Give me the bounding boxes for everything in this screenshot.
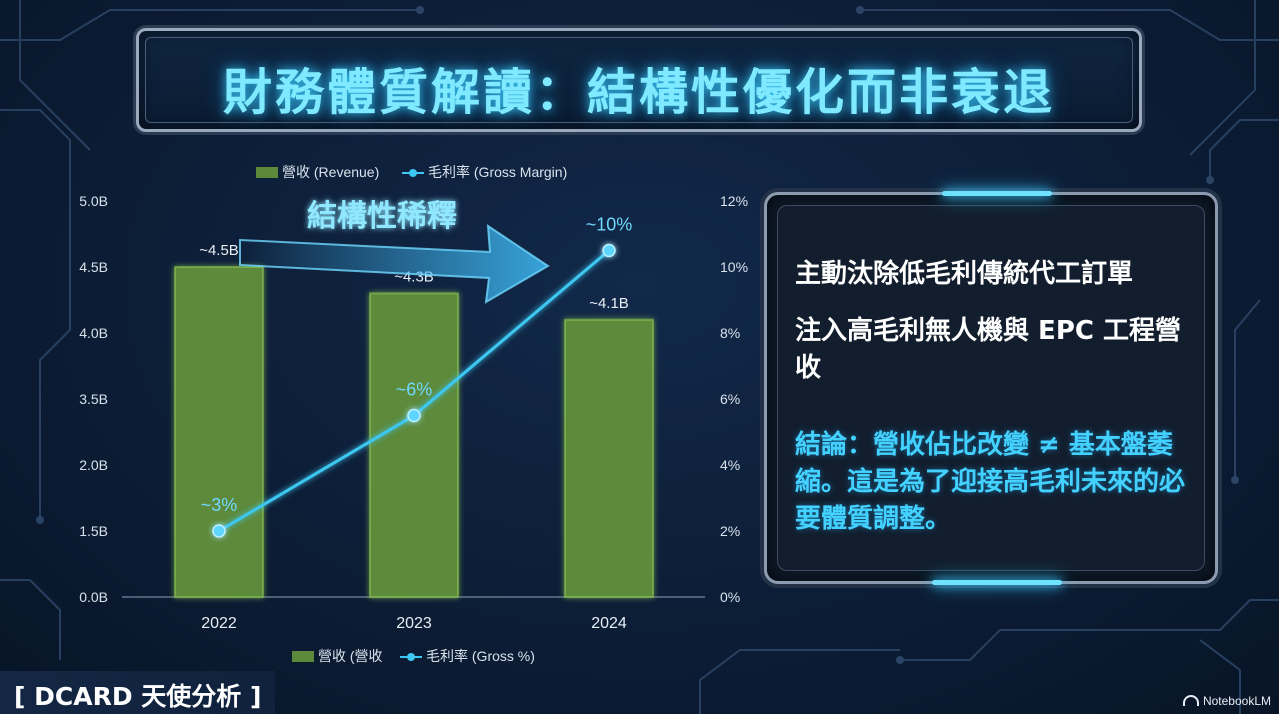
right-tick-label: 10% xyxy=(720,259,748,275)
right-tick-label: 2% xyxy=(720,523,740,539)
legend-bar-swatch xyxy=(256,167,278,178)
legend-bar-label: 營收 (營收 xyxy=(318,648,383,664)
gross-margin-label: ~3% xyxy=(201,495,238,515)
legend-line-marker xyxy=(409,169,417,177)
notebooklm-icon xyxy=(1182,695,1199,706)
left-tick-label: 4.5B xyxy=(79,259,108,275)
left-tick-label: 0.0B xyxy=(79,589,108,605)
gross-margin-label: ~6% xyxy=(396,380,433,400)
point-remove-low-margin: 主動汰除低毛利傳統代工訂單 xyxy=(795,259,1134,289)
left-tick-label: 3.5B xyxy=(79,391,108,407)
legend-line-label: 毛利率 (Gross %) xyxy=(426,648,535,664)
x-tick-label: 2023 xyxy=(396,615,432,632)
gross-margin-point xyxy=(407,408,421,423)
left-tick-label: 1.5B xyxy=(79,523,108,539)
brand-badge: [ DCARD 天使分析 ] xyxy=(0,671,275,714)
annotation-label: 結構性稀釋 xyxy=(307,199,457,234)
title-banner: 財務體質解讀：結構性優化而非衰退 xyxy=(136,28,1142,132)
brand-label: [ DCARD 天使分析 ] xyxy=(14,682,262,711)
legend-line-label: 毛利率 (Gross Margin) xyxy=(428,164,567,180)
gross-margin-label: ~10% xyxy=(586,215,633,235)
info-panel: 主動汰除低毛利傳統代工訂單 注入高毛利無人機與 EPC 工程營收 結論：營收佔比… xyxy=(764,191,1218,585)
trend-arrow xyxy=(239,224,550,304)
left-tick-label: 2.0B xyxy=(79,457,108,473)
watermark-label: NotebookLM xyxy=(1202,694,1271,708)
revenue-bar xyxy=(174,266,264,598)
gross-margin-point xyxy=(212,524,226,538)
panel-glow-bottom xyxy=(932,580,1062,585)
right-tick-label: 6% xyxy=(720,391,740,407)
revenue-bar xyxy=(564,318,654,598)
x-tick-label: 2022 xyxy=(201,615,237,632)
point-high-margin-revenue: 注入高毛利無人機與 EPC 工程營收 xyxy=(795,316,1182,383)
left-tick-label: 4.0B xyxy=(79,325,108,341)
right-tick-label: 8% xyxy=(720,325,740,341)
conclusion-text: 結論：營收佔比改變 ≠ 基本盤萎縮。這是為了迎接高毛利未來的必要體質調整。 xyxy=(795,430,1186,534)
legend-line-marker xyxy=(407,653,415,661)
notebooklm-watermark: NotebookLM xyxy=(1182,694,1271,708)
legend-bar-label: 營收 (Revenue) xyxy=(282,164,379,180)
right-tick-label: 12% xyxy=(720,193,748,209)
legend-bar-swatch xyxy=(292,651,314,662)
panel-glow-top xyxy=(942,191,1052,196)
left-tick-label: 5.0B xyxy=(79,193,108,209)
x-tick-label: 2024 xyxy=(591,615,627,632)
page-title: 財務體質解讀：結構性優化而非衰退 xyxy=(222,64,1055,121)
right-tick-label: 0% xyxy=(720,589,740,605)
revenue-margin-chart: 0.0B 1.5B 2.0B 3.5B 4.0B 4.5B 5.0B 0% 2% 4% 6% 8% 10… xyxy=(79,164,748,664)
right-tick-label: 4% xyxy=(720,457,740,473)
info-panel-inner xyxy=(777,205,1205,571)
revenue-bar xyxy=(369,292,459,598)
revenue-bar-label: ~4.5B xyxy=(199,242,239,259)
revenue-bar-label: ~4.1B xyxy=(589,295,629,312)
gross-margin-point xyxy=(602,243,616,258)
